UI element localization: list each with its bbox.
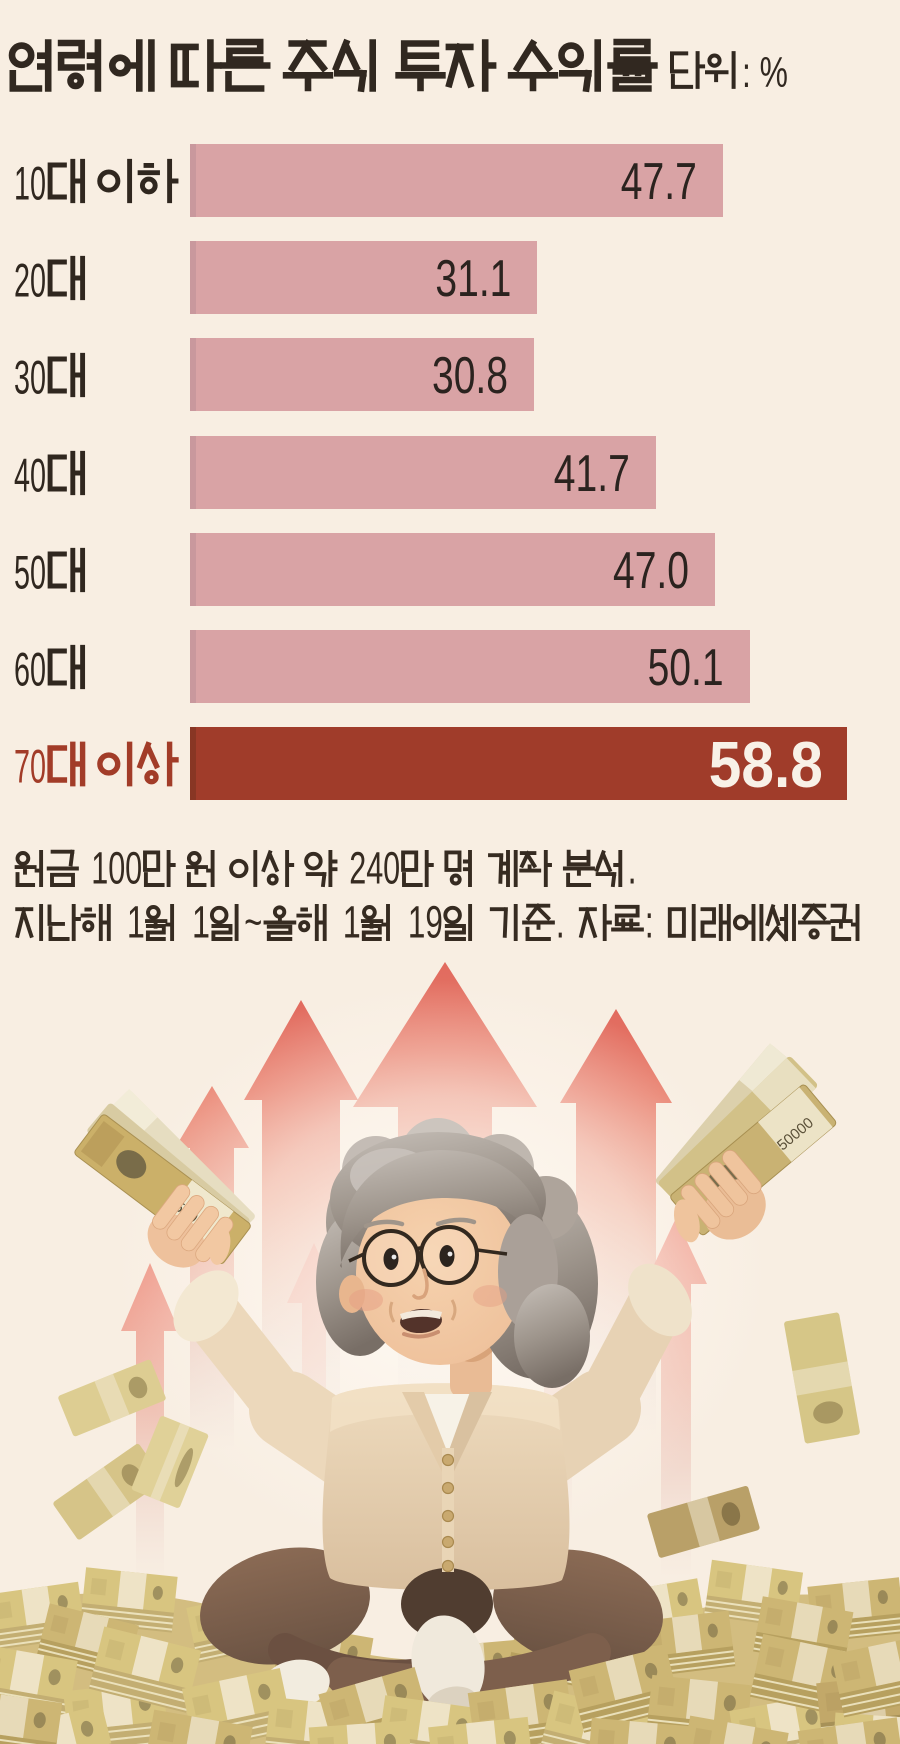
svg-text:: %: : % (742, 49, 788, 97)
svg-text:~: ~ (244, 897, 262, 948)
svg-text:47.7: 47.7 (621, 153, 697, 211)
svg-text:30: 30 (14, 350, 46, 403)
svg-text:60: 60 (14, 642, 46, 695)
svg-text:50.1: 50.1 (648, 639, 724, 697)
svg-text:70: 70 (14, 739, 46, 792)
svg-text:.: . (556, 897, 565, 948)
svg-text:30.8: 30.8 (432, 347, 508, 405)
svg-text:20: 20 (14, 253, 46, 306)
svg-text:47.0: 47.0 (613, 542, 689, 600)
svg-text:40: 40 (14, 448, 46, 501)
svg-text:50: 50 (14, 545, 46, 598)
svg-text:19: 19 (408, 897, 443, 948)
svg-text:.: . (628, 843, 637, 894)
svg-text:1: 1 (343, 897, 361, 948)
svg-text:31.1: 31.1 (435, 250, 511, 308)
svg-text:1: 1 (127, 897, 145, 948)
svg-text:240: 240 (349, 843, 400, 894)
svg-text:1: 1 (192, 897, 210, 948)
svg-text:100: 100 (91, 843, 142, 894)
svg-text:10: 10 (14, 156, 46, 209)
svg-text:41.7: 41.7 (554, 445, 630, 503)
svg-text::: : (645, 897, 654, 948)
svg-text:58.8: 58.8 (709, 728, 823, 801)
